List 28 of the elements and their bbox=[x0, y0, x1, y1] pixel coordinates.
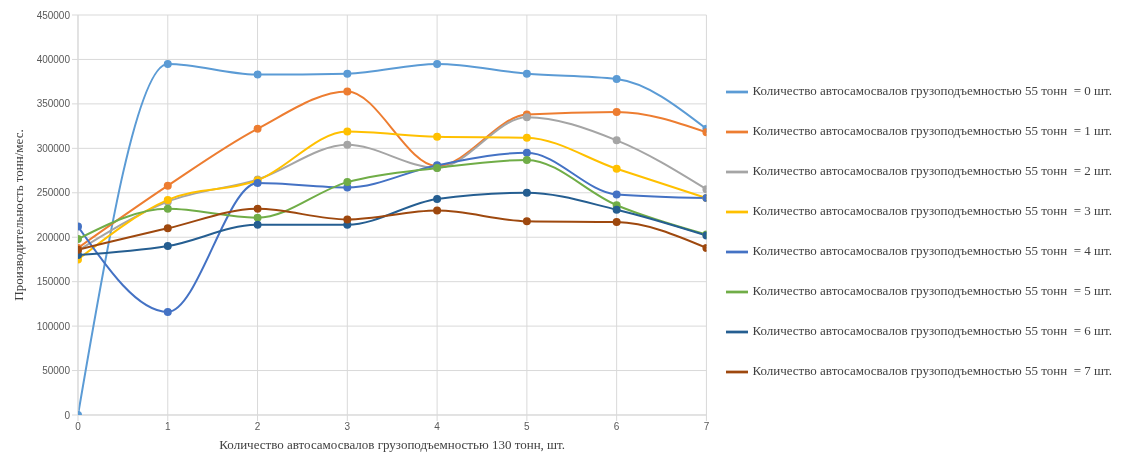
x-tick-label: 2 bbox=[254, 421, 261, 433]
x-tick-label: 3 bbox=[344, 421, 351, 433]
legend-label: Количество автосамосвалов грузоподъемностью 55 тонн = 2 шт. bbox=[752, 162, 1112, 178]
y-tick-label: 350000 bbox=[36, 98, 71, 110]
x-tick-label: 7 bbox=[703, 421, 710, 433]
legend-label: Количество автосамосвалов грузоподъемностью 55 тонн = 3 шт. bbox=[752, 202, 1112, 218]
x-tick-label: 5 bbox=[524, 421, 531, 433]
y-tick-label: 200000 bbox=[36, 231, 71, 243]
y-tick-label: 250000 bbox=[36, 187, 71, 199]
y-tick-label: 50000 bbox=[42, 365, 71, 377]
legend-label: Количество автосамосвалов грузоподъемностью 55 тонн = 6 шт. bbox=[752, 322, 1112, 338]
x-tick-label: 1 bbox=[164, 421, 171, 433]
y-axis-title: Производительность тонн/мес. bbox=[10, 129, 26, 301]
legend-label: Количество автосамосвалов грузоподъемностью 55 тонн = 1 шт. bbox=[752, 122, 1112, 138]
x-axis-title: Количество автосамосвалов грузоподъемностью 130 тонн, шт. bbox=[219, 437, 566, 452]
y-tick-label: 300000 bbox=[36, 142, 71, 154]
legend-label: Количество автосамосвалов грузоподъемностью 55 тонн = 7 шт. bbox=[752, 362, 1112, 378]
legend-label: Количество автосамосвалов грузоподъемностью 55 тонн = 4 шт. bbox=[752, 242, 1112, 258]
y-tick-label: 450000 bbox=[36, 9, 71, 21]
x-tick-label: 0 bbox=[75, 421, 82, 433]
y-tick-label: 400000 bbox=[36, 53, 71, 65]
y-tick-label: 0 bbox=[64, 409, 71, 421]
y-tick-label: 150000 bbox=[36, 276, 71, 288]
legend-label: Количество автосамосвалов грузоподъемностью 55 тонн = 5 шт. bbox=[752, 282, 1112, 298]
x-tick-label: 4 bbox=[434, 421, 441, 433]
y-tick-label: 100000 bbox=[36, 320, 71, 332]
legend-label: Количество автосамосвалов грузоподъемностью 55 тонн = 0 шт. bbox=[752, 82, 1112, 98]
x-tick-label: 6 bbox=[613, 421, 620, 433]
